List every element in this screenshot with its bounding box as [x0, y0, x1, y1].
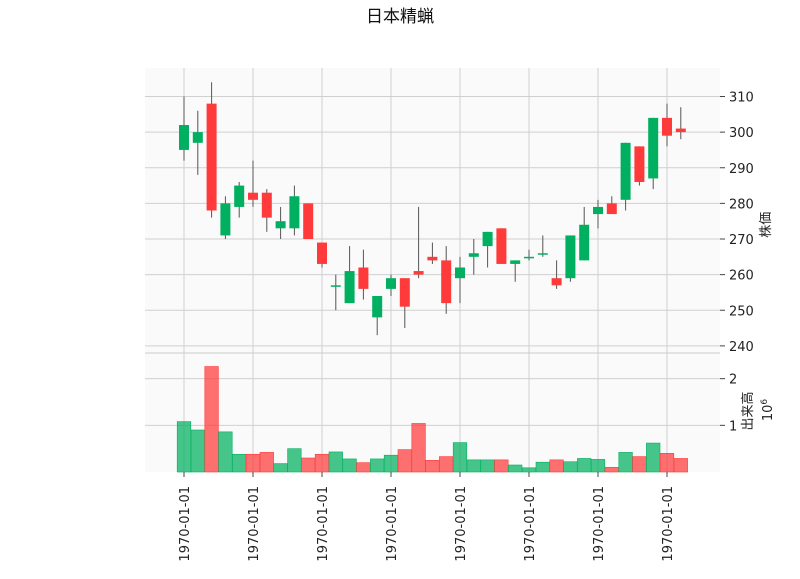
volume-bar [452, 442, 468, 473]
candle-body [275, 221, 286, 229]
candle-body [510, 260, 521, 264]
x-tick-label: 1970-01-01 [316, 486, 331, 562]
candle-body [179, 125, 189, 150]
volume-bar [314, 453, 330, 473]
candle-body [468, 253, 479, 257]
volume-bar [659, 453, 675, 473]
candle-body [330, 285, 341, 287]
candle-body [261, 192, 272, 218]
volume-bar [604, 467, 619, 473]
candle-body [634, 146, 645, 182]
price-axis-label: 株価 [759, 212, 774, 238]
candle-body [358, 267, 369, 289]
chart-title: 日本精蝋 [366, 7, 434, 27]
volume-bar [618, 452, 633, 473]
x-tick-label: 1970-01-01 [523, 486, 538, 562]
price-tick-label: 280 [729, 197, 754, 212]
candle-body [413, 271, 424, 275]
price-tick-label: 270 [729, 233, 754, 248]
volume-bar [287, 448, 302, 473]
x-tick-label: 1970-01-01 [592, 486, 607, 562]
volume-tick-label: 1 [729, 419, 737, 434]
volume-bar [466, 459, 481, 473]
candle-body [386, 278, 396, 289]
price-panel-bg [145, 68, 720, 353]
candle-body [648, 117, 659, 179]
candle-body [289, 196, 300, 229]
volume-bar [218, 431, 233, 473]
volume-bar [342, 458, 357, 473]
volume-bar [204, 366, 219, 473]
x-tick-label: 1970-01-01 [661, 486, 676, 562]
candle-body [537, 253, 548, 255]
volume-bar [577, 458, 592, 473]
volume-bar [673, 458, 688, 473]
volume-bar [176, 421, 192, 473]
candle-body [662, 117, 672, 136]
volume-bar [563, 461, 578, 473]
candle-body [220, 203, 231, 236]
price-tick-label: 290 [729, 162, 754, 177]
candle-body [303, 203, 314, 239]
price-tick-label: 260 [729, 269, 754, 284]
volume-bar [508, 464, 523, 473]
candle-body [675, 128, 686, 133]
candle-body [234, 185, 245, 207]
volume-bar [632, 456, 647, 473]
volume-bar [370, 458, 385, 473]
volume-bar [535, 461, 550, 473]
candle-body [606, 203, 617, 215]
x-tick-label: 1970-01-01 [247, 486, 262, 562]
volume-bar [301, 457, 316, 473]
volume-bar [425, 460, 440, 473]
volume-bar [411, 423, 426, 473]
candle-body [496, 228, 507, 264]
candle-body [344, 271, 355, 304]
volume-axis-label: 出来高 [740, 391, 756, 430]
candle-body [317, 242, 327, 264]
volume-bar [273, 463, 288, 473]
volume-bar [521, 467, 537, 473]
candle-body [372, 296, 383, 318]
price-tick-label: 250 [729, 304, 754, 319]
price-tick-label: 310 [729, 91, 754, 106]
x-tick-label: 1970-01-01 [454, 486, 469, 562]
candle-body [427, 256, 438, 261]
x-tick-label: 1970-01-01 [385, 486, 400, 562]
candle-body [524, 256, 534, 259]
volume-bar [232, 453, 247, 473]
price-tick-label: 240 [729, 340, 754, 355]
volume-bar [646, 442, 661, 473]
price-tick-label: 300 [729, 126, 754, 141]
candle-body [620, 142, 631, 200]
candle-body [565, 235, 576, 279]
volume-bar [190, 429, 205, 473]
candle-body [441, 260, 452, 304]
x-tick-label: 1970-01-01 [178, 486, 193, 562]
volume-bar [245, 453, 261, 473]
volume-bar [439, 456, 454, 473]
volume-bar [549, 459, 564, 473]
candle-body [248, 192, 258, 200]
volume-bar [328, 451, 343, 473]
candle-body [482, 231, 493, 247]
volume-bar [259, 452, 274, 473]
volume-bar [356, 462, 371, 473]
candle-body [455, 267, 465, 279]
volume-bar [590, 459, 606, 473]
volume-bar [383, 454, 399, 473]
volume-bar [397, 449, 412, 473]
candle-body [593, 206, 603, 215]
volume-scale-label: 106 [760, 399, 776, 422]
candle-body [551, 278, 562, 286]
candle-body [579, 224, 590, 261]
candle-body [399, 278, 410, 307]
volume-bar [494, 459, 509, 473]
candle-body [192, 132, 203, 143]
candle-body [206, 103, 217, 211]
volume-bar [480, 459, 495, 473]
volume-tick-label: 2 [729, 373, 737, 388]
